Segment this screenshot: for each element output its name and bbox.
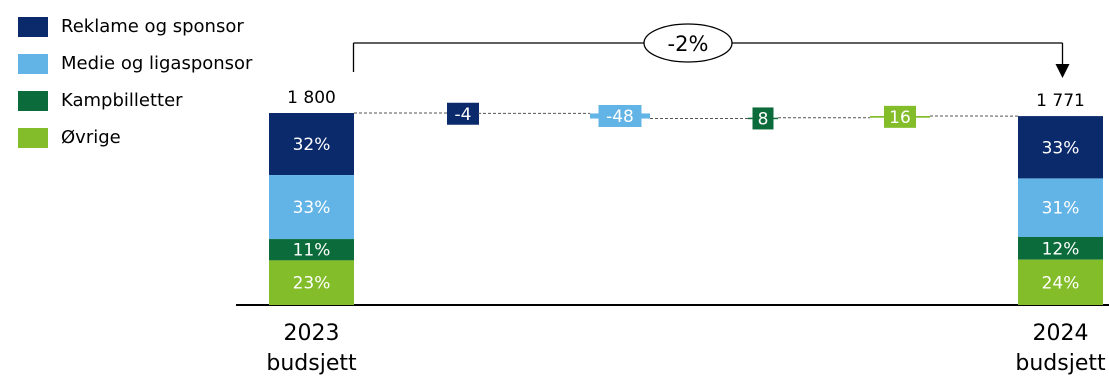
delta-value-label-3: 8 — [758, 109, 769, 129]
total-value-label-0: 1 800 — [287, 88, 336, 108]
segment-label-0-1: 33% — [293, 198, 331, 218]
legend-item-medie: Medie og ligasponsor — [18, 45, 252, 82]
category-label-line2-5: budsjett — [1015, 351, 1106, 376]
segment-label-0-3: 23% — [293, 274, 331, 294]
delta-label-box-2 — [598, 104, 642, 127]
bar-segment-0-3 — [269, 260, 354, 305]
bar-segment-0-0 — [269, 113, 354, 176]
delta-value-label-2: -48 — [606, 107, 634, 127]
bar-segment-5-3 — [1018, 259, 1103, 305]
delta-value-label-4: 16 — [889, 108, 911, 128]
category-label-line1-5: 2024 — [1033, 321, 1089, 346]
delta-label-box-4 — [884, 105, 916, 128]
legend-label-ovrige: Øvrige — [61, 127, 121, 148]
segment-label-5-3: 24% — [1042, 273, 1080, 293]
legend-swatch-reklame — [18, 16, 48, 37]
bar-segment-5-1 — [1018, 178, 1103, 237]
category-label-line1-0: 2023 — [284, 321, 340, 346]
legend-label-reklame: Reklame og sponsor — [61, 16, 244, 37]
legend-swatch-medie — [18, 53, 48, 74]
total-value-label-5: 1 771 — [1036, 91, 1085, 111]
segment-label-0-0: 32% — [293, 135, 331, 155]
segment-label-0-2: 11% — [293, 241, 331, 261]
change-arrowhead — [1055, 64, 1070, 78]
segment-label-5-0: 33% — [1042, 138, 1080, 158]
legend-swatch-ovrige — [18, 127, 48, 148]
change-percent-label: -2% — [668, 32, 709, 56]
change-bubble — [643, 23, 733, 63]
legend-item-kampbilletter: Kampbilletter — [18, 82, 252, 119]
segment-label-5-2: 12% — [1042, 239, 1080, 259]
delta-label-box-3 — [752, 107, 774, 130]
legend-swatch-kampbilletter — [18, 90, 48, 111]
bar-segment-5-2 — [1018, 236, 1103, 260]
legend-item-ovrige: Øvrige — [18, 119, 252, 156]
category-label-line2-0: budsjett — [266, 351, 357, 376]
segment-label-5-1: 31% — [1042, 199, 1080, 219]
legend-label-medie: Medie og ligasponsor — [61, 53, 253, 74]
legend-item-reklame: Reklame og sponsor — [18, 8, 252, 45]
bar-segment-0-1 — [269, 175, 354, 240]
legend-label-kampbilletter: Kampbilletter — [61, 90, 183, 111]
bar-segment-5-0 — [1018, 116, 1103, 179]
delta-label-box-1 — [447, 102, 479, 125]
delta-value-label-1: -4 — [455, 105, 472, 125]
legend: Reklame og sponsor Medie og ligasponsor … — [18, 8, 252, 156]
bar-segment-0-2 — [269, 239, 354, 261]
